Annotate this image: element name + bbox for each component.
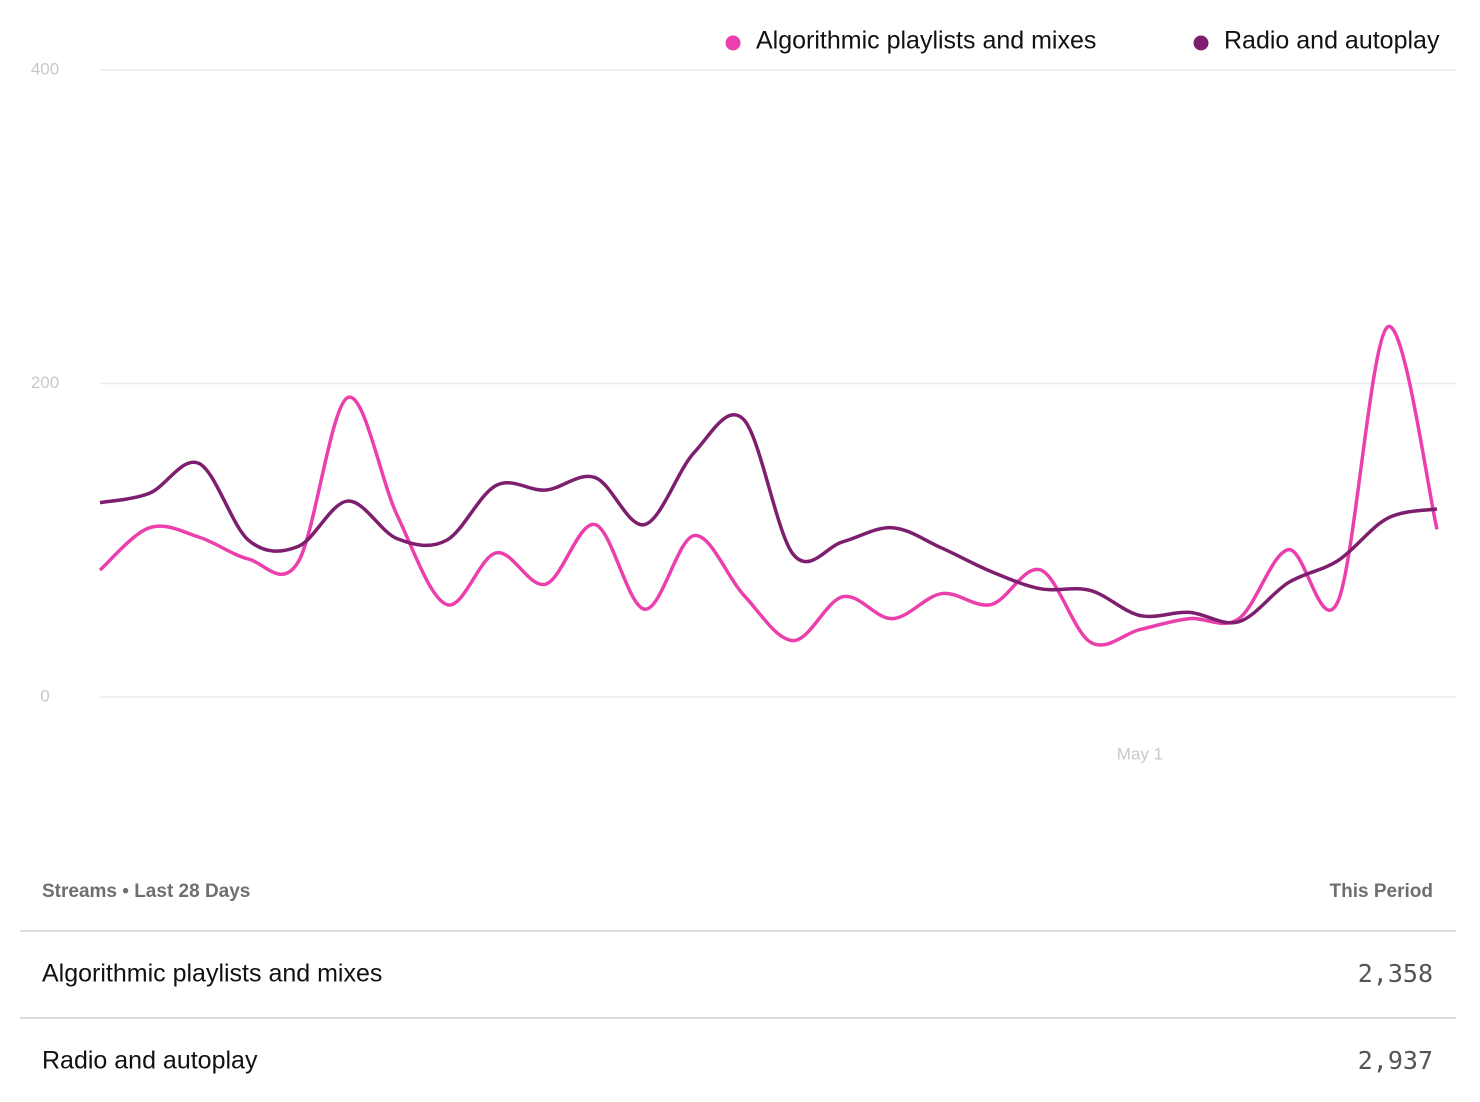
legend-label: Radio and autoplay	[1224, 27, 1440, 55]
y-tick-label: 0	[40, 686, 49, 705]
table-header: Streams • Last 28 Days	[42, 881, 250, 902]
row-label: Radio and autoplay	[42, 1047, 258, 1075]
legend-label: Algorithmic playlists and mixes	[756, 27, 1096, 55]
row-value: 2,937	[1358, 1046, 1433, 1075]
row-value: 2,358	[1358, 959, 1433, 988]
row-label: Algorithmic playlists and mixes	[42, 960, 382, 988]
x-tick-label: May 1	[1117, 744, 1163, 763]
table-header: This Period	[1330, 881, 1433, 902]
series-line	[98, 325, 1439, 647]
y-tick-label: 400	[31, 59, 59, 78]
legend-marker	[1193, 35, 1209, 51]
legend-marker	[725, 35, 741, 51]
y-tick-label: 200	[31, 373, 59, 392]
series-line	[99, 413, 1438, 625]
